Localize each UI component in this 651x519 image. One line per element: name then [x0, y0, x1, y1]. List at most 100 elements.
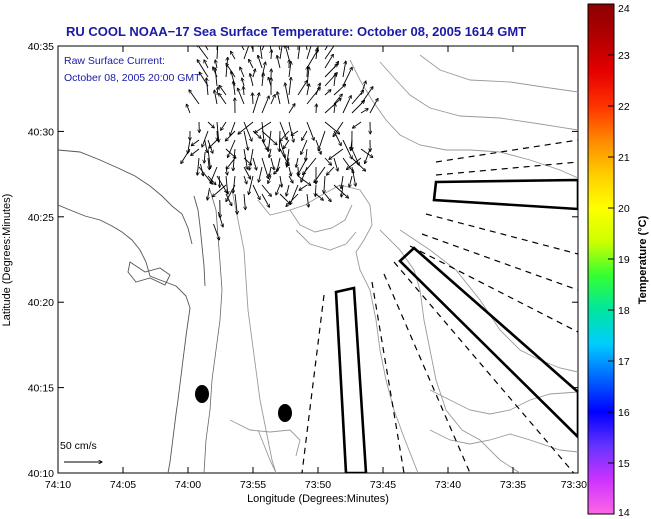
current-vector — [334, 74, 336, 87]
current-vector — [244, 193, 245, 210]
current-vector — [288, 121, 294, 142]
current-vector — [306, 67, 309, 87]
current-vector — [346, 157, 362, 170]
current-vector — [324, 46, 335, 60]
current-vector — [306, 121, 314, 140]
current-vector — [351, 139, 352, 151]
current-vector — [261, 157, 269, 179]
current-vector — [217, 130, 218, 141]
current-vector — [219, 85, 227, 96]
current-vector — [365, 148, 371, 164]
current-vector — [286, 193, 299, 207]
box-diagonal — [398, 246, 578, 439]
current-vector — [306, 46, 312, 60]
colorbar-tick-label: 20 — [618, 203, 630, 215]
current-vector — [238, 121, 254, 134]
current-vector — [226, 63, 236, 78]
current-vector — [249, 175, 254, 195]
current-vector — [287, 148, 290, 165]
current-vector — [324, 54, 333, 69]
current-vector — [324, 90, 331, 96]
current-vector — [276, 184, 281, 195]
current-vector — [271, 50, 272, 60]
current-vector — [316, 48, 317, 60]
current-vector — [219, 93, 227, 105]
current-vector — [225, 57, 228, 78]
current-vector — [212, 184, 227, 197]
current-vector — [360, 109, 368, 114]
current-vector — [204, 60, 209, 69]
current-vector — [283, 139, 290, 149]
current-vector — [285, 46, 290, 60]
y-tick-label: 40:30 — [28, 126, 54, 138]
coastline-inlet — [127, 261, 171, 286]
x-tick-label: 73:30 — [561, 479, 587, 491]
current-vector — [243, 121, 252, 141]
dashed-lines — [301, 139, 578, 473]
station-marker-2 — [278, 404, 292, 422]
current-vector — [360, 148, 373, 158]
current-vector — [369, 98, 378, 114]
colorbar-tick-label: 22 — [618, 101, 630, 113]
current-vector — [219, 175, 220, 187]
sampling-boxes — [334, 178, 578, 473]
current-vector — [210, 166, 218, 183]
current-vector — [315, 184, 316, 196]
current-vector — [277, 92, 281, 105]
current-vector — [299, 184, 308, 190]
current-vector — [261, 184, 271, 196]
current-vector — [342, 139, 352, 159]
current-vector — [333, 157, 338, 171]
current-vector — [261, 130, 277, 145]
current-vector — [213, 223, 220, 240]
current-vector — [259, 166, 263, 182]
current-vector — [233, 81, 236, 96]
plot-area — [57, 45, 579, 474]
current-vector — [318, 130, 326, 151]
x-tick-label: 73:55 — [240, 479, 266, 491]
current-vector — [329, 148, 344, 159]
current-vector — [234, 193, 237, 214]
current-vector — [207, 187, 210, 200]
colorbar-tick-label: 16 — [618, 407, 630, 419]
current-vector — [297, 81, 307, 96]
box-vertical — [334, 286, 368, 473]
x-tick-label: 74:10 — [45, 479, 71, 491]
current-vector — [288, 104, 295, 114]
current-vector — [324, 46, 328, 51]
current-vector — [279, 139, 285, 158]
current-vector — [324, 121, 340, 134]
annotation-line-2: October 08, 2005 20:00 GMT — [64, 72, 201, 84]
current-vector — [333, 84, 346, 96]
current-vector — [217, 211, 223, 227]
scale-label: 50 cm/s — [60, 440, 97, 452]
current-vector — [333, 184, 349, 198]
current-vector — [278, 46, 281, 51]
current-vector — [286, 184, 290, 196]
current-vector — [315, 193, 323, 200]
current-vector — [280, 130, 290, 141]
current-vector — [316, 104, 317, 114]
current-vector — [268, 130, 272, 152]
current-vector — [228, 139, 236, 158]
current-vector — [238, 88, 245, 105]
station-marker-1 — [195, 385, 209, 403]
current-vector — [287, 46, 290, 51]
colorbar-tick-label: 19 — [618, 254, 630, 266]
current-vector — [252, 93, 253, 105]
y-tick-label: 40:35 — [28, 41, 54, 53]
current-vector — [243, 130, 248, 150]
current-vector — [181, 148, 191, 164]
current-vector — [262, 73, 264, 87]
current-vector — [298, 157, 308, 175]
x-tick-label: 73:45 — [370, 479, 396, 491]
current-vector — [188, 139, 191, 154]
current-vector — [268, 175, 272, 184]
current-vector — [307, 193, 309, 207]
inner-shoreline — [203, 189, 223, 473]
current-vector — [301, 139, 308, 155]
current-vector — [186, 104, 191, 114]
current-vector — [351, 166, 356, 186]
current-vector — [217, 87, 218, 96]
